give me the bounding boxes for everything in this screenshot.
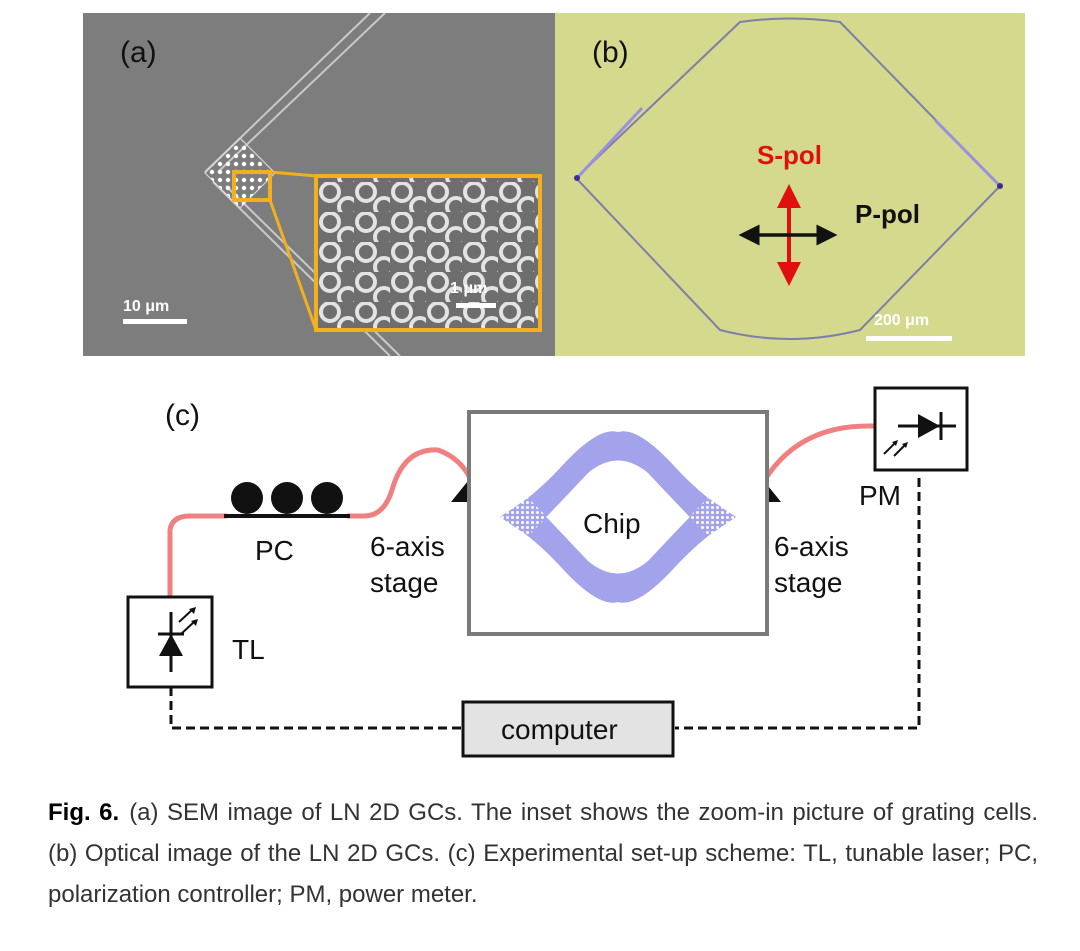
p-pol-label: P-pol xyxy=(855,199,920,229)
stage-left-wedge xyxy=(451,476,472,502)
grating-coupler-left xyxy=(574,175,580,181)
optical-fiber xyxy=(167,423,878,600)
scale-bar-inset-label: 1 μm xyxy=(450,280,487,297)
chip-label: Chip xyxy=(583,508,641,539)
s-pol-label: S-pol xyxy=(757,140,822,170)
computer-box xyxy=(461,700,675,758)
zoom-region-box xyxy=(232,170,272,202)
control-cables xyxy=(169,478,921,730)
stage-left-line1: 6-axis xyxy=(370,531,445,562)
sem-inset xyxy=(314,174,542,332)
caption-text: (a) SEM image of LN 2D GCs. The inset sh… xyxy=(48,799,1039,908)
panel-b-label: (b) xyxy=(592,36,629,69)
stage-right-line2: stage xyxy=(774,567,843,598)
figure-caption: Fig. 6. (a) SEM image of LN 2D GCs. The i… xyxy=(48,792,1038,915)
zoom-connector-bottom xyxy=(268,199,318,331)
waveguide-highlight-left xyxy=(576,106,644,179)
scale-bar-main-label: 10 μm xyxy=(123,298,169,315)
figure-canvas: (a) 10 μm 1 μm (b) S-pol P-pol 200 μm (c… xyxy=(83,12,1025,758)
zoom-connector-top xyxy=(269,170,317,178)
grating-coupler-right xyxy=(997,183,1003,189)
stage-right-line1: 6-axis xyxy=(774,531,849,562)
scale-bar-main xyxy=(123,319,187,324)
tunable-laser-icon xyxy=(126,595,214,689)
grating-coupler-right-c xyxy=(689,498,736,536)
panel-a-sem-image: (a) 10 μm 1 μm xyxy=(83,12,555,357)
grating-coupler-left-c xyxy=(500,498,547,536)
stage-left-line2: stage xyxy=(370,567,439,598)
power-meter-icon xyxy=(873,386,969,472)
pm-label: PM xyxy=(859,480,901,511)
computer-label: computer xyxy=(501,714,618,745)
tl-label: TL xyxy=(232,634,265,665)
polarization-controller xyxy=(224,482,350,518)
pc-label: PC xyxy=(255,535,294,566)
scale-bar-inset xyxy=(456,303,496,308)
scale-bar-200 xyxy=(866,336,952,341)
panel-b-optical-image: (b) S-pol P-pol 200 μm xyxy=(555,13,1025,356)
panel-a-label: (a) xyxy=(120,36,157,69)
panel-c-setup-diagram: (c) PC 6-axis stage 6-axis stage xyxy=(126,386,969,758)
panel-c-label: (c) xyxy=(165,399,200,432)
scale-bar-200-label: 200 μm xyxy=(874,312,929,329)
waveguide-highlight-right xyxy=(933,118,1002,188)
caption-label: Fig. 6. xyxy=(48,799,120,826)
waveguide-loop xyxy=(574,17,1002,340)
chip-waveguides xyxy=(500,431,736,603)
